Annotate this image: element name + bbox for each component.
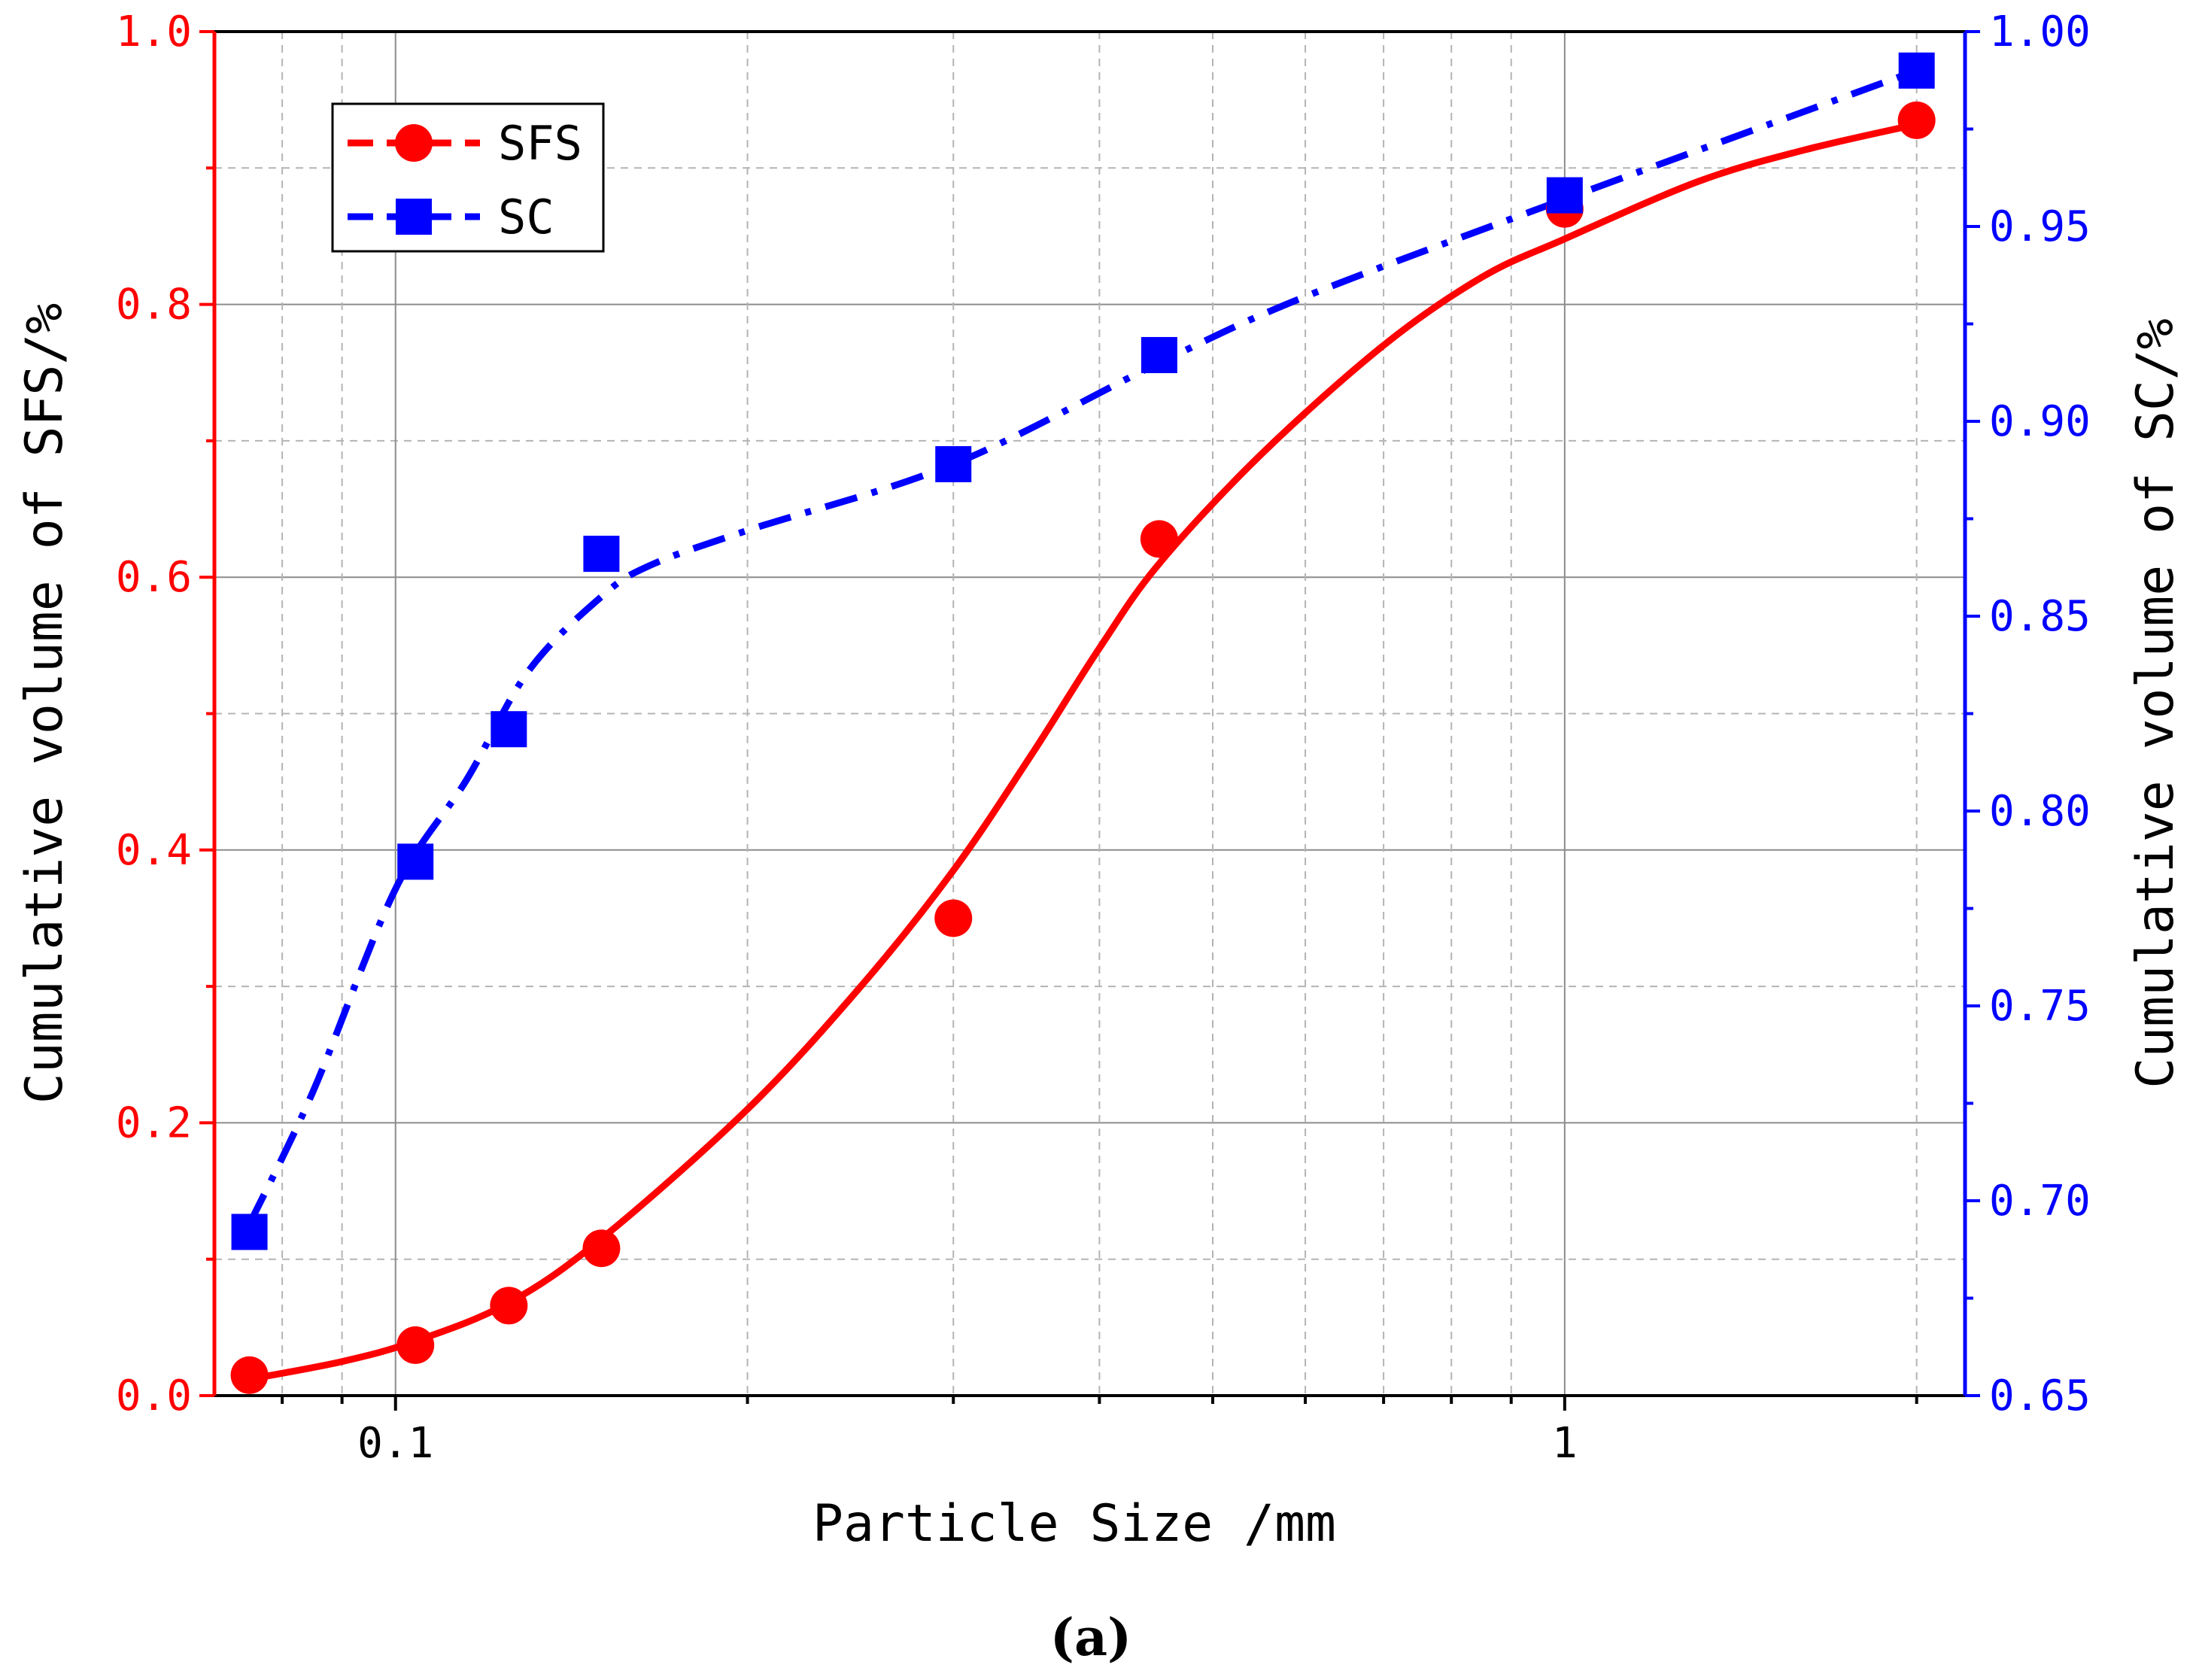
y-axis-title-left: Cumulative volume of SFS/% [15,303,74,1104]
figure-caption: (a) [1050,1608,1131,1668]
series-sc-point [1898,52,1935,89]
series-sfs-point [1897,101,1936,139]
y-right-tick-label: 0.75 [1989,982,2091,1031]
series-sc-point [491,711,527,748]
series-sfs-point [1140,520,1178,558]
y-right-tick-label: 0.80 [1989,787,2091,836]
x-tick-label: 0.1 [357,1419,433,1468]
y-left-tick-label: 0.2 [116,1098,192,1147]
y-left-tick-label: 1.0 [116,8,192,56]
y-right-tick-label: 1.00 [1989,8,2091,56]
series-sc-point [583,536,620,573]
x-tick-label: 1 [1552,1419,1578,1468]
y-left-tick-label: 0.0 [116,1372,192,1420]
y-right-tick-label: 0.95 [1989,202,2091,251]
series-sfs-point [582,1229,621,1268]
series-sc-point [1141,336,1177,373]
x-axis-title: Particle Size /mm [812,1494,1336,1554]
series-layer [230,52,1936,1394]
series-sc-point [1546,177,1583,214]
y-axis-title-right: Cumulative volume of SC/% [2126,318,2185,1089]
y-left-tick-label: 0.6 [116,553,192,602]
legend-sfs-label: SFS [498,116,582,171]
legend: SFS SC [331,102,605,253]
series-sfs-point [230,1356,269,1394]
series-sfs-point [396,1326,435,1364]
legend-sc-label: SC [498,190,554,245]
legend-sc-marker [396,199,432,235]
y-right-tick-label: 0.90 [1989,397,2091,446]
series-sc-line [246,67,1918,1226]
y-right-tick-label: 0.70 [1989,1177,2091,1226]
series-sc-point [397,843,434,880]
y-right-tick-label: 0.65 [1989,1372,2091,1420]
y-right-tick-label: 0.85 [1989,592,2091,641]
series-sc-point [231,1214,268,1250]
series-sfs-point [934,899,973,937]
axes: 0.0 0.2 0.4 0.6 0.8 1.0 0.65 0.70 0.75 0.80 0.85 0.… [116,8,2091,1468]
series-sfs-point [490,1287,528,1325]
legend-sfs-marker [395,124,433,162]
y-left-tick-label: 0.8 [116,281,192,330]
series-sc-point [935,445,972,482]
legend-box [331,102,605,253]
y-left-tick-label: 0.4 [116,826,192,875]
